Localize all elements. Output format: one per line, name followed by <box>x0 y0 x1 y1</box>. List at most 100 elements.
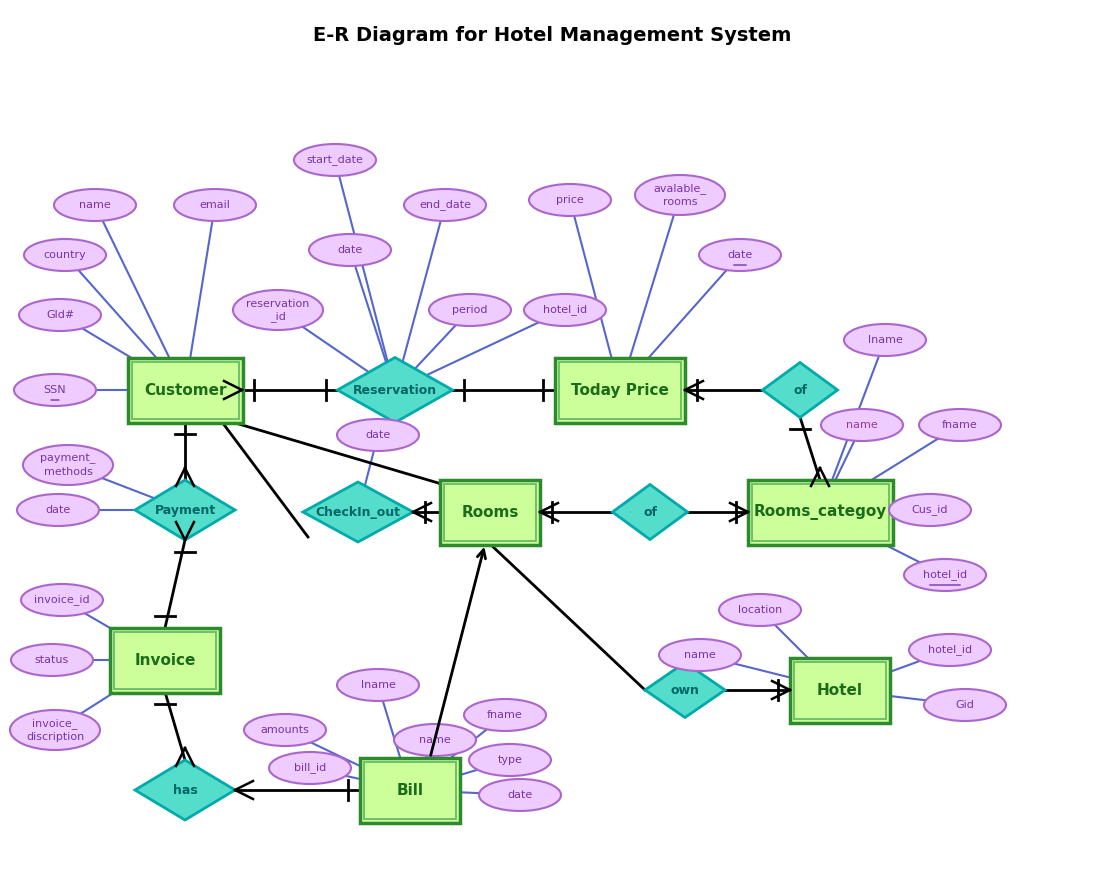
Ellipse shape <box>309 234 391 266</box>
Ellipse shape <box>821 409 903 441</box>
Ellipse shape <box>635 175 725 215</box>
Ellipse shape <box>23 445 113 485</box>
Polygon shape <box>135 480 235 540</box>
Text: lname: lname <box>360 680 396 690</box>
Text: date: date <box>45 505 71 515</box>
Ellipse shape <box>11 644 93 676</box>
Ellipse shape <box>54 189 136 221</box>
Text: date: date <box>507 790 533 800</box>
Text: date: date <box>727 250 753 260</box>
Ellipse shape <box>478 779 561 811</box>
Text: avalable_: avalable_ <box>653 183 706 194</box>
Text: date: date <box>337 245 362 255</box>
Ellipse shape <box>173 189 256 221</box>
Text: status: status <box>35 655 70 665</box>
Ellipse shape <box>19 299 101 331</box>
Text: Invoice: Invoice <box>135 652 196 667</box>
Text: Gid: Gid <box>956 700 975 710</box>
Ellipse shape <box>904 559 986 591</box>
Ellipse shape <box>10 710 99 750</box>
Text: _id: _id <box>270 311 286 322</box>
Ellipse shape <box>429 294 511 326</box>
Text: reservation: reservation <box>246 298 309 308</box>
Text: invoice_id: invoice_id <box>34 594 90 606</box>
Text: hotel_id: hotel_id <box>928 644 972 656</box>
Text: Today Price: Today Price <box>571 382 669 397</box>
FancyBboxPatch shape <box>127 357 242 422</box>
FancyBboxPatch shape <box>790 658 890 723</box>
Ellipse shape <box>337 419 419 451</box>
Ellipse shape <box>21 584 103 616</box>
Text: Rooms: Rooms <box>461 504 518 519</box>
Text: fname: fname <box>943 420 978 430</box>
Text: of: of <box>793 383 807 396</box>
Text: type: type <box>497 755 523 765</box>
Text: bill_id: bill_id <box>294 763 326 773</box>
Text: Gld#: Gld# <box>46 310 74 320</box>
Text: Bill: Bill <box>397 782 423 797</box>
Text: end_date: end_date <box>419 200 471 210</box>
Text: name: name <box>419 735 451 745</box>
Text: period: period <box>452 305 487 315</box>
Text: methods: methods <box>43 467 93 477</box>
Ellipse shape <box>719 594 801 626</box>
FancyBboxPatch shape <box>110 627 220 692</box>
Text: has: has <box>172 783 198 797</box>
FancyBboxPatch shape <box>555 357 685 422</box>
Text: hotel_id: hotel_id <box>923 569 967 580</box>
Text: discription: discription <box>25 732 84 741</box>
Ellipse shape <box>524 294 606 326</box>
Text: Hotel: Hotel <box>817 683 863 698</box>
Polygon shape <box>612 485 687 539</box>
Ellipse shape <box>659 639 741 671</box>
Polygon shape <box>135 760 235 820</box>
FancyBboxPatch shape <box>360 757 460 822</box>
Polygon shape <box>762 363 838 418</box>
Text: name: name <box>684 650 716 660</box>
Ellipse shape <box>233 290 323 330</box>
Text: price: price <box>556 195 583 205</box>
Ellipse shape <box>924 689 1006 721</box>
Ellipse shape <box>464 699 546 731</box>
Text: country: country <box>43 250 86 260</box>
Ellipse shape <box>244 714 326 746</box>
Ellipse shape <box>269 752 351 784</box>
Text: location: location <box>738 605 782 615</box>
Ellipse shape <box>529 184 611 216</box>
Text: Rooms_categoy: Rooms_categoy <box>754 504 886 520</box>
Ellipse shape <box>17 494 99 526</box>
Ellipse shape <box>394 724 476 756</box>
Text: payment_: payment_ <box>40 454 96 463</box>
Text: rooms: rooms <box>663 197 697 207</box>
Ellipse shape <box>909 634 991 666</box>
Ellipse shape <box>337 669 419 701</box>
Ellipse shape <box>919 409 1001 441</box>
Text: invoice_: invoice_ <box>32 718 77 729</box>
Polygon shape <box>645 663 725 717</box>
Ellipse shape <box>14 374 96 406</box>
Ellipse shape <box>699 239 781 271</box>
Text: Reservation: Reservation <box>352 383 438 396</box>
Text: date: date <box>366 430 391 440</box>
Ellipse shape <box>844 324 926 356</box>
Ellipse shape <box>404 189 486 221</box>
Polygon shape <box>303 482 413 542</box>
Text: SSN: SSN <box>44 385 66 395</box>
FancyBboxPatch shape <box>440 479 540 544</box>
Text: hotel_id: hotel_id <box>543 305 587 315</box>
Text: fname: fname <box>487 710 523 720</box>
Text: E-R Diagram for Hotel Management System: E-R Diagram for Hotel Management System <box>314 26 791 45</box>
Text: of: of <box>643 505 657 519</box>
Polygon shape <box>337 357 453 422</box>
Text: amounts: amounts <box>261 725 309 735</box>
Ellipse shape <box>294 144 376 176</box>
Text: start_date: start_date <box>306 154 364 166</box>
Ellipse shape <box>469 744 551 776</box>
Text: Cus_id: Cus_id <box>912 504 948 516</box>
Text: CheckIn_out: CheckIn_out <box>316 505 400 519</box>
Text: email: email <box>200 200 231 210</box>
Text: name: name <box>80 200 110 210</box>
FancyBboxPatch shape <box>747 479 893 544</box>
Text: Customer: Customer <box>144 382 227 397</box>
Text: name: name <box>846 420 877 430</box>
